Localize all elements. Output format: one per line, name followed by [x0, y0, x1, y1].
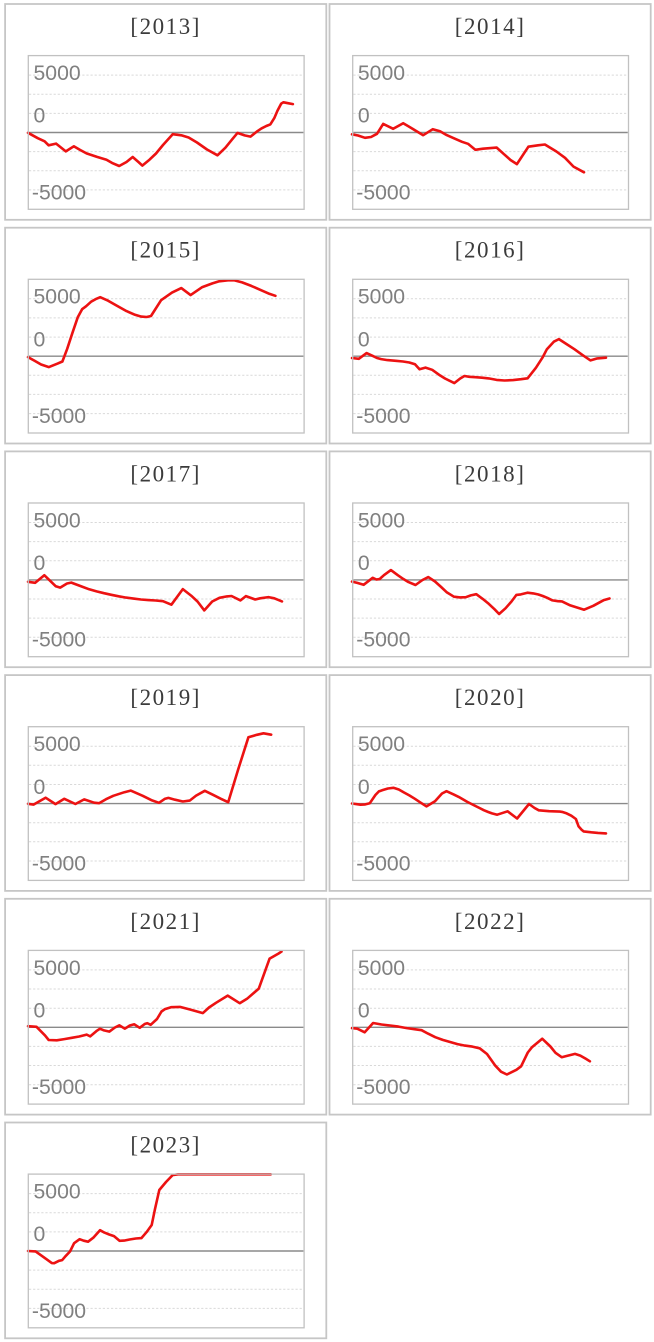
svg-text:5000: 5000 — [34, 509, 81, 532]
svg-text:0: 0 — [34, 776, 46, 799]
svg-text:0: 0 — [34, 328, 46, 351]
svg-text:5000: 5000 — [358, 62, 405, 85]
svg-text:-5000: -5000 — [356, 1076, 410, 1099]
svg-text:[2022]: [2022] — [455, 909, 526, 934]
svg-text:-5000: -5000 — [356, 181, 410, 204]
svg-text:[2019]: [2019] — [130, 685, 201, 710]
svg-text:0: 0 — [34, 1000, 46, 1023]
svg-text:[2013]: [2013] — [130, 14, 201, 39]
svg-text:[2018]: [2018] — [455, 461, 526, 486]
svg-text:5000: 5000 — [34, 733, 81, 756]
svg-text:5000: 5000 — [358, 733, 405, 756]
svg-text:0: 0 — [358, 328, 370, 351]
svg-text:[2014]: [2014] — [455, 14, 526, 39]
svg-text:0: 0 — [358, 1000, 370, 1023]
svg-text:-5000: -5000 — [356, 852, 410, 875]
svg-text:-5000: -5000 — [32, 181, 86, 204]
svg-text:-5000: -5000 — [32, 852, 86, 875]
svg-text:-5000: -5000 — [32, 1300, 86, 1323]
svg-text:[2017]: [2017] — [130, 461, 201, 486]
svg-text:[2020]: [2020] — [455, 685, 526, 710]
svg-text:-5000: -5000 — [356, 405, 410, 428]
svg-text:5000: 5000 — [34, 286, 81, 309]
svg-text:[2015]: [2015] — [130, 238, 201, 263]
svg-text:-5000: -5000 — [356, 629, 410, 652]
svg-text:5000: 5000 — [34, 62, 81, 85]
svg-text:0: 0 — [358, 552, 370, 575]
svg-text:0: 0 — [34, 552, 46, 575]
svg-text:0: 0 — [34, 1223, 46, 1246]
svg-text:5000: 5000 — [358, 286, 405, 309]
svg-text:0: 0 — [358, 105, 370, 128]
svg-text:5000: 5000 — [34, 957, 81, 980]
svg-text:5000: 5000 — [34, 1181, 81, 1204]
svg-text:0: 0 — [358, 776, 370, 799]
svg-text:-5000: -5000 — [32, 629, 86, 652]
svg-text:[2023]: [2023] — [130, 1133, 201, 1158]
svg-text:-5000: -5000 — [32, 1076, 86, 1099]
svg-text:[2016]: [2016] — [455, 238, 526, 263]
svg-text:0: 0 — [34, 105, 46, 128]
svg-text:[2021]: [2021] — [130, 909, 201, 934]
svg-text:-5000: -5000 — [32, 405, 86, 428]
svg-text:5000: 5000 — [358, 957, 405, 980]
svg-text:5000: 5000 — [358, 509, 405, 532]
